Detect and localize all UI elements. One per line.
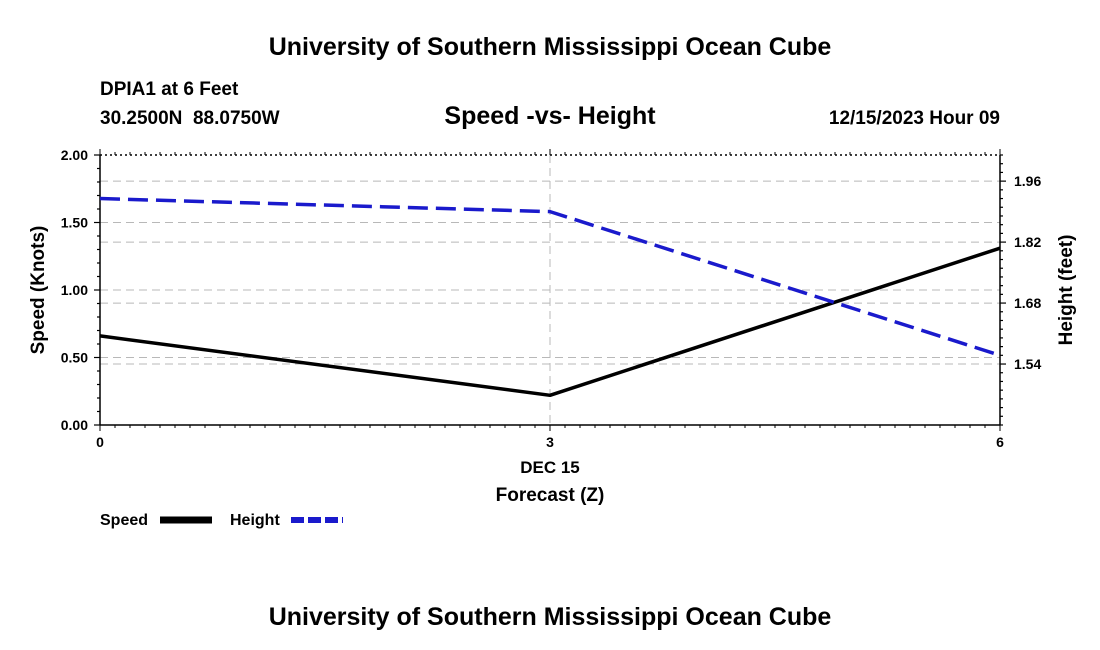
y-right-tick-label: 1.96: [1014, 173, 1041, 189]
x-date-label: DEC 15: [520, 458, 580, 477]
y-axis-label-right: Height (feet): [1056, 235, 1077, 346]
datetime-label: 12/15/2023 Hour 09: [829, 108, 1000, 129]
y-left-tick-label: 2.00: [61, 147, 88, 163]
x-tick-label: 0: [96, 434, 104, 450]
series-line-height: [99, 196, 1001, 357]
y-right-tick-label: 1.54: [1014, 356, 1041, 372]
series-line-speed: [99, 246, 1001, 398]
axis-ticks: [94, 149, 1006, 431]
x-tick-label: 6: [996, 434, 1004, 450]
series-layer: [99, 196, 1001, 398]
legend-label-height: Height: [230, 512, 280, 529]
y-axis-label-left: Speed (Knots): [28, 226, 49, 355]
y-left-tick-label: 0.50: [61, 350, 88, 366]
grid-lines: [100, 155, 1000, 425]
y-left-tick-label: 1.50: [61, 215, 88, 231]
page-title: University of Southern Mississippi Ocean…: [269, 33, 832, 61]
legend-label-speed: Speed: [100, 512, 148, 529]
station-label: DPIA1 at 6 Feet: [100, 79, 239, 100]
y-left-tick-label: 1.00: [61, 282, 88, 298]
x-tick-label: 3: [546, 434, 554, 450]
tick-labels: 0.00 0.50 1.00 1.50 2.00 1.54 1.68 1.82 1.96 0 3 6: [61, 147, 1042, 450]
x-axis-label: Forecast (Z): [496, 485, 605, 506]
chart-title: Speed -vs- Height: [444, 102, 656, 130]
y-right-tick-label: 1.82: [1014, 234, 1041, 250]
coordinates-label: 30.2500N 88.0750W: [100, 108, 280, 129]
footer-title: University of Southern Mississippi Ocean…: [269, 603, 832, 631]
y-right-tick-label: 1.68: [1014, 295, 1041, 311]
legend: Speed Height: [100, 512, 343, 529]
y-left-tick-label: 0.00: [61, 417, 88, 433]
